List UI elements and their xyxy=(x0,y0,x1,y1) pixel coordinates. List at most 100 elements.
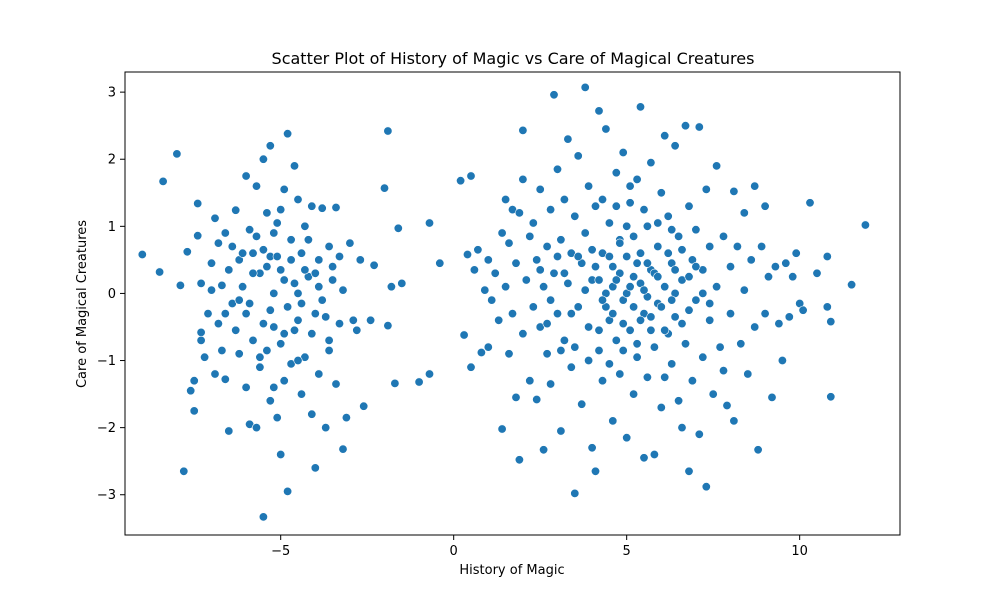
data-point xyxy=(310,309,320,319)
data-point xyxy=(822,252,832,262)
data-point xyxy=(272,413,282,423)
data-point xyxy=(469,265,479,275)
data-point xyxy=(456,176,466,186)
data-point xyxy=(252,423,262,433)
data-point xyxy=(552,309,562,319)
data-point xyxy=(175,280,185,290)
data-point xyxy=(656,402,666,412)
data-point xyxy=(798,305,808,315)
data-point xyxy=(559,335,569,345)
data-point xyxy=(552,252,562,262)
data-point xyxy=(629,302,639,312)
data-point xyxy=(642,372,652,382)
data-point xyxy=(590,466,600,476)
data-point xyxy=(369,260,379,270)
data-point xyxy=(649,342,659,352)
data-point xyxy=(366,315,376,325)
data-point xyxy=(608,309,618,319)
data-point xyxy=(283,486,293,496)
data-point xyxy=(660,372,670,382)
data-point xyxy=(712,282,722,292)
y-axis-label: Care of Magical Creatures xyxy=(75,220,90,388)
data-point xyxy=(321,423,331,433)
data-point xyxy=(639,285,649,295)
data-point xyxy=(525,231,535,241)
data-point xyxy=(680,339,690,349)
data-point xyxy=(629,389,639,399)
data-point xyxy=(718,231,728,241)
data-point xyxy=(608,416,618,426)
x-tick-label: 10 xyxy=(791,544,808,559)
y-tick-label: −1 xyxy=(97,354,116,369)
data-point xyxy=(539,282,549,292)
data-point xyxy=(847,280,857,290)
data-point xyxy=(622,433,632,443)
data-point xyxy=(604,252,614,262)
data-point xyxy=(826,392,836,402)
data-point xyxy=(265,396,275,406)
data-point xyxy=(701,482,711,492)
data-point xyxy=(279,376,289,386)
data-point xyxy=(193,199,203,209)
data-point xyxy=(314,369,324,379)
data-point xyxy=(262,262,272,272)
data-point xyxy=(739,208,749,218)
y-tick-label: 1 xyxy=(108,220,116,235)
data-point xyxy=(656,302,666,312)
data-point xyxy=(573,151,583,161)
data-point xyxy=(435,258,445,268)
data-point xyxy=(207,258,217,268)
data-point xyxy=(566,309,576,319)
data-point xyxy=(269,228,279,238)
data-point xyxy=(328,262,338,272)
data-point xyxy=(788,272,798,282)
data-point xyxy=(172,149,182,159)
data-point xyxy=(812,268,822,278)
data-point xyxy=(725,262,735,272)
data-point xyxy=(774,319,784,329)
data-point xyxy=(328,275,338,285)
data-point xyxy=(570,488,580,498)
data-point xyxy=(252,181,262,191)
data-point xyxy=(705,298,715,308)
data-point xyxy=(722,400,732,410)
data-point xyxy=(674,231,684,241)
data-point xyxy=(701,184,711,194)
data-point xyxy=(656,188,666,198)
data-point xyxy=(629,231,639,241)
data-point xyxy=(241,309,251,319)
data-point xyxy=(213,319,223,329)
data-point xyxy=(258,319,268,329)
points-layer xyxy=(137,82,870,522)
data-point xyxy=(698,288,708,298)
data-point xyxy=(677,245,687,255)
data-point xyxy=(635,315,645,325)
data-point xyxy=(324,242,334,252)
data-point xyxy=(514,455,524,465)
data-point xyxy=(483,255,493,265)
data-point xyxy=(615,369,625,379)
data-point xyxy=(507,309,517,319)
data-point xyxy=(705,242,715,252)
data-point xyxy=(272,218,282,228)
data-point xyxy=(359,401,369,411)
data-point xyxy=(196,327,206,337)
data-point xyxy=(770,262,780,272)
data-point xyxy=(680,121,690,131)
data-point xyxy=(729,416,739,426)
data-point xyxy=(207,285,217,295)
data-point xyxy=(698,352,708,362)
data-point xyxy=(307,329,317,339)
data-point xyxy=(635,248,645,258)
data-point xyxy=(196,278,206,288)
y-tick-label: 3 xyxy=(108,86,116,101)
data-point xyxy=(511,258,521,268)
data-point xyxy=(220,309,230,319)
data-point xyxy=(646,312,656,322)
data-point xyxy=(348,315,358,325)
data-point xyxy=(736,339,746,349)
y-tick-label: −2 xyxy=(97,421,116,436)
data-point xyxy=(653,272,663,282)
data-point xyxy=(334,319,344,329)
data-point xyxy=(660,282,670,292)
